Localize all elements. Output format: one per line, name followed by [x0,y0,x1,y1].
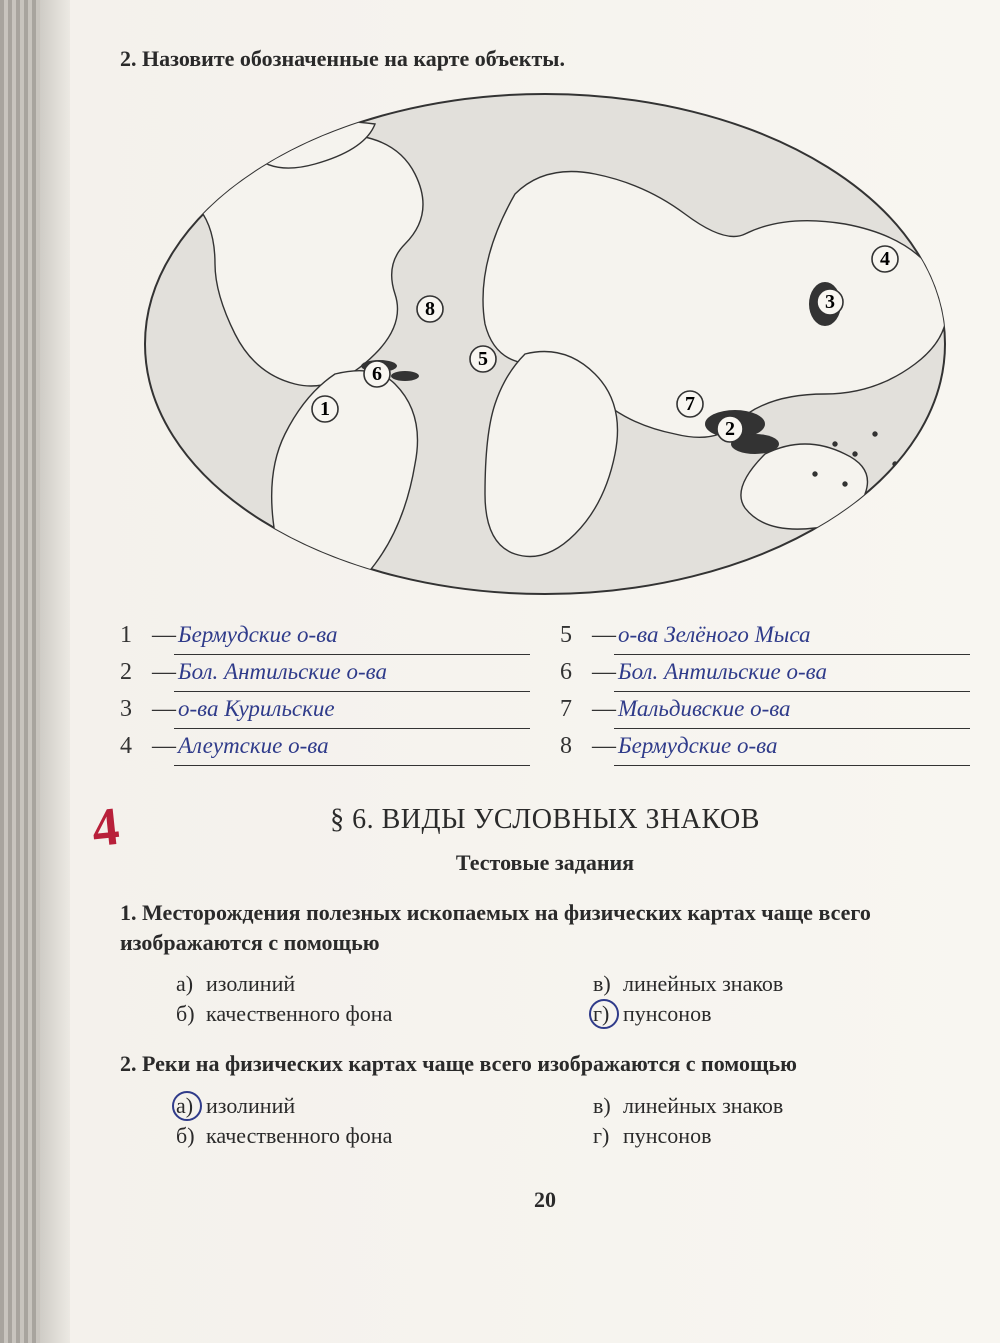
svg-text:8: 8 [425,298,435,320]
dash: — [152,659,174,686]
section-title: § 6. ВИДЫ УСЛОВНЫХ ЗНАКОВ [120,804,970,836]
answer-row-7: 7—Мальдивские о-ва [560,696,970,729]
map-marker-5: 5 [470,346,496,372]
q1-opt-v: в)линейных знаков [593,971,970,997]
answer-num: 5 [560,622,592,649]
svg-text:5: 5 [478,348,488,370]
svg-text:2: 2 [725,418,735,440]
answer-num: 2 [120,659,152,686]
map-marker-1: 1 [312,396,338,422]
svg-text:1: 1 [320,398,330,420]
map-marker-2: 2 [717,416,743,442]
svg-text:7: 7 [685,393,695,415]
q2-opt-g: г)пунсонов [593,1123,970,1149]
question-1: 1. Месторождения полезных ископаемых на … [120,898,970,957]
answer-row-5: 5—о-ва Зелёного Мыса [560,622,970,655]
task-number: 2. [120,46,137,71]
page-number: 20 [120,1187,970,1213]
answer-text: Бермудские о-ва [174,622,530,655]
q1-opt-b: б)качественного фона [176,1001,553,1027]
task-2-title: 2. Назовите обозначенные на карте объект… [120,46,970,72]
dash: — [592,622,614,649]
answer-row-8: 8—Бермудские о-ва [560,733,970,766]
answer-text: Бермудские о-ва [614,733,970,766]
q2-options: а)изолиний б)качественного фона в)линейн… [176,1089,970,1153]
answer-text: Мальдивские о-ва [614,696,970,729]
answers-left: 1—Бермудские о-ва2—Бол. Антильские о-ва3… [120,618,530,770]
answer-num: 1 [120,622,152,649]
q2-text: Реки на физических картах чаще всего изо… [142,1051,797,1076]
map-marker-4: 4 [872,246,898,272]
answer-num: 7 [560,696,592,723]
q2-opt-v: в)линейных знаков [593,1093,970,1119]
book-spine-inner [40,0,70,1343]
answer-text: Бол. Антильские о-ва [174,659,530,692]
q1-text: Месторождения полезных ископаемых на физ… [120,900,871,955]
map-marker-3: 3 [817,289,843,315]
q2-opt-b: б)качественного фона [176,1123,553,1149]
q1-options: а)изолиний б)качественного фона в)линейн… [176,967,970,1031]
map-marker-6: 6 [364,361,390,387]
dash: — [592,733,614,760]
workbook-page: 2. Назовите обозначенные на карте объект… [0,0,1000,1343]
answer-row-6: 6—Бол. Антильские о-ва [560,659,970,692]
world-map: 1 2 3 4 5 6 7 8 [135,84,955,604]
teacher-grade: 4 [89,795,122,859]
dash: — [152,696,174,723]
answer-num: 6 [560,659,592,686]
circle-icon [172,1091,202,1121]
q2-number: 2. [120,1051,137,1076]
answer-num: 8 [560,733,592,760]
q2-opt-a: а)изолиний [176,1093,553,1119]
answers-block: 1—Бермудские о-ва2—Бол. Антильские о-ва3… [120,618,970,770]
q1-opt-g: г)пунсонов [593,1001,970,1027]
answer-num: 4 [120,733,152,760]
svg-text:3: 3 [825,291,835,313]
answer-num: 3 [120,696,152,723]
question-2: 2. Реки на физических картах чаще всего … [120,1049,970,1079]
answer-row-4: 4—Алеутские о-ва [120,733,530,766]
svg-text:4: 4 [880,248,890,270]
section-subtitle: Тестовые задания [120,850,970,876]
map-marker-7: 7 [677,391,703,417]
answer-text: Алеутские о-ва [174,733,530,766]
dash: — [152,733,174,760]
dash: — [592,659,614,686]
answer-row-1: 1—Бермудские о-ва [120,622,530,655]
answer-text: о-ва Зелёного Мыса [614,622,970,655]
svg-text:6: 6 [372,363,382,385]
q1-number: 1. [120,900,137,925]
q1-opt-a: а)изолиний [176,971,553,997]
book-spine [0,0,40,1343]
answer-row-3: 3—о-ва Курильские [120,696,530,729]
answer-text: Бол. Антильские о-ва [614,659,970,692]
map-marker-8: 8 [417,296,443,322]
task-text: Назовите обозначенные на карте объекты. [142,46,565,71]
dash: — [592,696,614,723]
answer-row-2: 2—Бол. Антильские о-ва [120,659,530,692]
answers-right: 5—о-ва Зелёного Мыса6—Бол. Антильские о-… [560,618,970,770]
dash: — [152,622,174,649]
answer-text: о-ва Курильские [174,696,530,729]
